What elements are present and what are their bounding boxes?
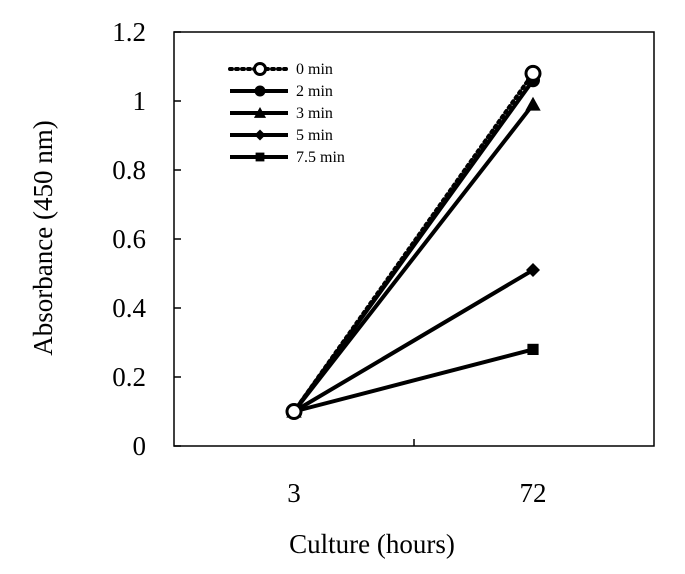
y-tick-label: 1	[133, 86, 147, 116]
legend-item: 2 min	[230, 83, 333, 100]
legend-label: 0 min	[296, 61, 333, 78]
legend-marker	[255, 152, 265, 162]
data-point	[526, 263, 540, 278]
legend-item: 0 min	[228, 61, 333, 78]
series-5-min	[287, 263, 540, 419]
legend-item: 7.5 min	[230, 149, 345, 166]
legend-item: 3 min	[230, 105, 333, 122]
y-tick-label: 0.4	[112, 293, 146, 323]
series-line	[292, 71, 535, 414]
y-tick-label: 0.6	[112, 224, 146, 254]
legend: 0 min 2 min 3 min 5 min 7.5 min	[228, 61, 345, 166]
legend-marker	[253, 62, 267, 76]
legend-label: 3 min	[296, 105, 333, 122]
series-0-min	[285, 64, 542, 420]
legend-marker	[253, 106, 267, 118]
legend-label: 7.5 min	[296, 149, 345, 166]
data-point	[524, 64, 542, 82]
series-group	[285, 64, 542, 420]
series-line	[293, 347, 534, 414]
x-tick-label: 72	[520, 478, 547, 508]
data-point	[527, 343, 539, 355]
legend-marker	[254, 129, 266, 141]
data-point	[285, 403, 303, 420]
legend-marker	[254, 85, 266, 97]
series-line	[292, 268, 535, 414]
x-axis-title: Culture (hours)	[289, 529, 455, 559]
x-tick-label: 3	[287, 478, 301, 508]
y-tick-label: 0	[133, 431, 147, 461]
y-tick-label: 0.2	[112, 362, 146, 392]
y-axis-title: Absorbance (450 nm)	[28, 120, 58, 355]
y-tick-label: 1.2	[112, 17, 146, 47]
legend-label: 5 min	[296, 127, 333, 144]
legend-label: 2 min	[296, 83, 333, 100]
y-tick-label: 0.8	[112, 155, 146, 185]
data-point	[525, 96, 541, 111]
axes: 0 0.2 0.4 0.6 0.8 1 1.2 3 72	[112, 17, 655, 508]
legend-item: 5 min	[230, 127, 333, 144]
series-line	[292, 103, 535, 413]
series-7-5-min	[288, 343, 539, 418]
